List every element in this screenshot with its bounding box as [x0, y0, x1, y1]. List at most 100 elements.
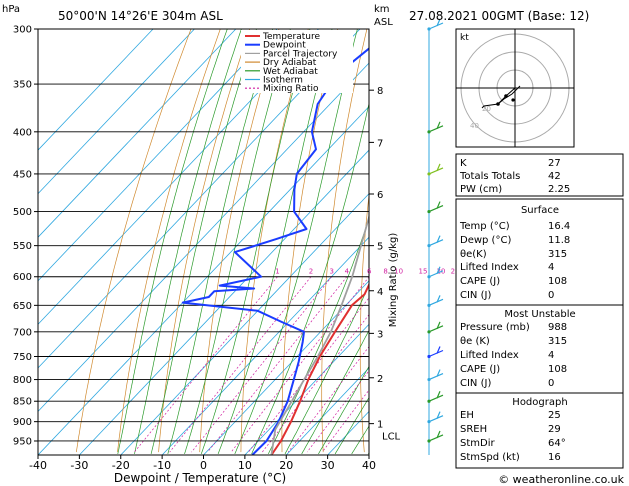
wind-barb	[436, 369, 441, 377]
hodograph-table-title: Hodograph	[512, 397, 567, 408]
wet-adiabat-line	[217, 29, 333, 455]
x-tick-label: 10	[238, 459, 252, 472]
wind-barb	[436, 18, 441, 27]
wind-barb	[436, 295, 441, 303]
hodo-row-value: 64°	[548, 438, 566, 449]
legend-entry: Dewpoint	[263, 41, 306, 51]
mixing-ratio-line	[306, 370, 369, 453]
legend-entry: Isotherm	[263, 76, 303, 86]
wind-barb-point	[427, 27, 431, 31]
wind-barb	[428, 205, 444, 213]
wind-barb	[428, 22, 444, 30]
y-tick-label: 600	[13, 272, 32, 283]
dry-adiabat-line	[359, 191, 369, 453]
wind-barb-point	[427, 439, 431, 443]
mu-row-value: 315	[548, 336, 567, 347]
hodograph-table-frame	[455, 392, 624, 469]
surface-row-label: Lifted Index	[460, 262, 519, 273]
wet-adiabat-line	[251, 102, 369, 455]
wet-adiabat-line	[150, 29, 257, 454]
surface-row-label: Dewp (°C)	[460, 235, 511, 246]
mixing-ratio-line	[134, 276, 278, 453]
wind-barb-point	[427, 172, 431, 176]
axes: 3003504004505005506006507007508008509009…	[13, 25, 401, 473]
surface-row-value: 16.4	[548, 221, 570, 232]
km-tick-label: 6	[377, 190, 383, 201]
wind-barb-point	[427, 420, 431, 424]
dry-adiabat-line	[158, 29, 251, 453]
x-tick-label: 40	[362, 459, 376, 472]
surface-row-label: CIN (J)	[460, 290, 491, 301]
y-tick-label: 950	[13, 436, 32, 447]
mixing-ratio-line	[287, 346, 369, 453]
wind-barb	[428, 239, 444, 247]
wind-barb	[428, 325, 444, 333]
dry-adiabat-line	[281, 29, 338, 453]
wind-barb	[428, 373, 444, 381]
hodograph-storm-motion	[511, 98, 515, 102]
wind-barb-point	[427, 130, 431, 134]
surface-row-value: 11.8	[548, 235, 570, 246]
dry-adiabat-line	[199, 29, 280, 453]
surface-frame	[455, 198, 624, 306]
hodo-row-value: 16	[548, 452, 561, 463]
isotherm-line	[38, 105, 369, 455]
mu-row-value: 4	[548, 350, 554, 361]
wind-barb	[436, 266, 441, 274]
mixing-ratio-labels: 1 2 3 4 6 8 10 15 20 25	[275, 268, 459, 276]
wind-barbs	[427, 18, 444, 455]
datetime-title: 27.08.2021 00GMT (Base: 12)	[409, 9, 589, 23]
mixing-ratio-label: 10	[394, 268, 403, 276]
legend-entry: Dry Adiabat	[263, 58, 317, 68]
mixing-ratio-label: 25	[451, 268, 460, 276]
wind-barb-point	[427, 209, 431, 214]
hodograph-point	[496, 102, 500, 106]
dry-adiabat-line	[434, 29, 455, 452]
isotherm-line	[38, 29, 361, 369]
y-tick-label: 800	[13, 375, 32, 386]
y-tick-label: 450	[13, 169, 32, 180]
wind-barb	[428, 167, 444, 175]
most-unstable-table: Most Unstable Pressure (mb) 988 θe (K) 3…	[455, 304, 624, 394]
wet-adiabat-line	[318, 365, 369, 455]
wind-barb-point	[427, 354, 431, 359]
dry-adiabat-line	[75, 29, 192, 453]
hodograph-trace-upper	[497, 85, 521, 105]
y-tick-label: 650	[13, 301, 32, 312]
wind-barb	[436, 201, 441, 209]
lcl-label: LCL	[382, 432, 401, 443]
x-axis-label: Dewpoint / Temperature (°C)	[114, 471, 286, 485]
y-tick-label: 700	[13, 327, 32, 338]
km-tick-label: 7	[377, 138, 383, 149]
index-tt-label: Totals Totals	[459, 171, 520, 182]
km-tick-label: 5	[377, 242, 383, 253]
legend-entry: Wet Adiabat	[263, 67, 318, 77]
y-axis-right-label: Mixing Ratio (g/kg)	[388, 233, 399, 328]
mixing-ratio-label: 4	[345, 268, 350, 276]
x-tick-label: 0	[200, 459, 207, 472]
index-pw-label: PW (cm)	[460, 184, 502, 195]
surface-title: Surface	[521, 205, 559, 216]
km-label: km	[374, 4, 390, 15]
wind-barb	[436, 321, 441, 330]
legend-entry: Mixing Ratio	[263, 84, 319, 94]
wind-barb-point	[427, 377, 431, 382]
mixing-ratio-line	[262, 314, 369, 453]
y-tick-label: 300	[13, 25, 32, 36]
isotherm-line	[285, 367, 369, 455]
surface-row-value: 108	[548, 276, 567, 287]
mixing-ratio-line	[230, 276, 369, 453]
wet-adiabat-line	[167, 29, 274, 454]
wind-barb	[428, 415, 444, 423]
hodograph-ring-label-40: 40	[470, 122, 479, 130]
x-tick-label: -40	[29, 459, 47, 472]
wind-barb	[436, 121, 441, 130]
mixing-ratio-label: 2	[309, 268, 313, 276]
wind-barb	[436, 411, 441, 419]
surface-row-value: 0	[548, 290, 554, 301]
wet-adiabat-line	[334, 396, 369, 455]
surface-row-label: CAPE (J)	[460, 276, 500, 287]
y-tick-label: 400	[13, 127, 32, 138]
x-tick-label: 20	[279, 459, 293, 472]
